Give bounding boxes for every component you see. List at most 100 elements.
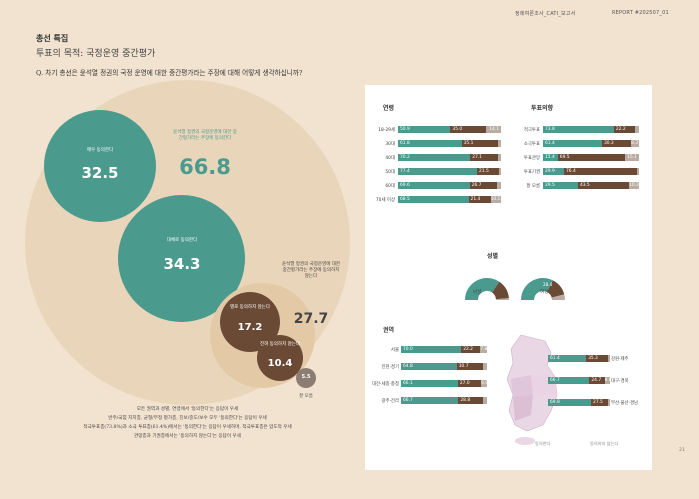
stacked-bar: 61.4 30.3 8.3 (543, 140, 639, 147)
stacked-bar: 64.8 30.7 (401, 363, 487, 370)
footnote: 적극투표층(73.8%)과 소극 투표층(61.4%)에서는 '동의한다'는 응… (83, 425, 292, 430)
section-title: 총선 특집 (36, 34, 69, 43)
report-title: 정례여론조사_CATI_보고서 (515, 11, 576, 17)
strong-disagree-value: 10.4 (267, 358, 293, 369)
disagree-segment: 35.0 (450, 126, 487, 133)
gauge-disagree-arc (492, 281, 509, 300)
stacked-bar: 69.6 26.7 (398, 182, 501, 189)
unknown-value: 5.5 (301, 374, 311, 380)
stacked-bar: 66.724.78.6 (548, 377, 610, 384)
unknown-segment (607, 355, 610, 362)
disagree-segment: 26.7 (469, 182, 498, 189)
stacked-bar: 69.8 27.5 (548, 399, 610, 406)
row-label: 대구·경북 (611, 379, 629, 384)
disagree-segment: 35.1 (461, 140, 498, 147)
gender-chart (465, 278, 565, 300)
unknown-segment (635, 126, 639, 133)
agree-segment: 61.4 (543, 140, 602, 147)
footnote: 반주/국힘 지지층, 균형/부정 평가층, 진보/중도/보수 모두 '동의한다'… (108, 416, 267, 421)
unknown-segment (483, 397, 487, 404)
agree-segment: 61.4 (548, 355, 587, 362)
strong-disagree-label: 전혀 동의하지 않는다 (259, 342, 301, 347)
row-label: 투표기권 (523, 170, 540, 175)
report-number: REPORT #202507_01 (612, 10, 669, 16)
stacked-bar: 66.7 28.8 (401, 397, 487, 404)
stacked-bar: 77.4 21.5 (398, 168, 501, 175)
disagree-segment: 27.5 (591, 399, 608, 406)
age-title: 연령 (383, 105, 395, 112)
disagree-total-value: 27.7 (293, 311, 329, 327)
stacked-bar: 73.8 22.2 (543, 126, 639, 133)
agree-segment: 61.8 (398, 140, 462, 147)
male-label: 남성 (473, 290, 482, 295)
stacked-bar: 61.8 35.1 (398, 140, 501, 147)
unknown-segment: 8.6 (604, 377, 610, 384)
agree-segment: 66.7 (548, 377, 590, 384)
disagree-segment: 69.5 (557, 154, 625, 161)
unknown-segment (637, 168, 639, 175)
page-number: 21 (679, 448, 685, 453)
row-label: 인천·경기 (381, 365, 399, 370)
row-label: 적극투표 (523, 128, 540, 133)
agree-segment: 29.5 (543, 182, 578, 189)
stacked-bar: 29.5 43.5 10.2 (543, 182, 639, 189)
gauge-unknown-arc (551, 294, 565, 300)
agree-segment: 66.7 (401, 397, 459, 404)
stacked-bar: 61.4 35.3 (548, 355, 610, 362)
footnote: 관망층과 기권층에서는 '동의하지 않는다'는 응답이 우세 (133, 434, 242, 439)
row-label: 부산·울산·경남 (611, 401, 639, 406)
gauge-disagree-arc (547, 280, 565, 298)
female-label: 여성 (540, 290, 549, 295)
female-gauge (521, 278, 565, 300)
agree-segment: 69.8 (548, 399, 592, 406)
disagree-segment: 21.4 (468, 196, 491, 203)
survey-question: Q. 차기 총선은 윤석열 정권의 국정 운영에 대한 중간평가라는 주장에 대… (36, 69, 303, 77)
gauge-agree-arc (465, 278, 500, 300)
disagree-segment: 43.5 (577, 182, 630, 189)
agree-segment: 70.2 (398, 154, 471, 161)
agree-segment: 70.0 (401, 346, 462, 353)
row-label: 투표관망 (523, 156, 540, 161)
male-agree-value: 68.9 (512, 278, 522, 283)
gender-title: 성별 (487, 253, 499, 260)
row-label: 강원·제주 (611, 357, 629, 362)
region-title: 권역 (383, 327, 395, 334)
strong-agree-value: 32.5 (81, 164, 119, 182)
row-label: 70세 이상 (375, 198, 395, 203)
page-subtitle: 투표의 목적: 국정운영 중간평가 (36, 49, 156, 59)
unknown-segment: 10.2 (629, 182, 639, 189)
strong-agree-bubble (44, 110, 156, 222)
row-label: 50대 (385, 170, 395, 175)
somewhat-agree-label: 대체로 동의한다 (166, 238, 198, 243)
female-agree-value: 64.8 (604, 274, 614, 279)
agree-segment: 29.9 (543, 168, 565, 175)
male-gauge (465, 278, 509, 300)
breakdown-panel: 연령 투표의향 18-29세 50.9 35.0 14.1 30대 61.8 35.1 40대… (365, 85, 652, 470)
male-disagree-value: 28.4 (543, 282, 553, 287)
agree-segment: 77.4 (398, 168, 478, 175)
agree-segment: 50.9 (398, 126, 451, 133)
somewhat-disagree-label: 별로 동의하지 않는다 (229, 305, 271, 310)
agree-total-label: 윤석열 정권의 국정운영에 대한 중간평가라는 주장에 동의한다 (173, 130, 237, 141)
unknown-segment (497, 182, 501, 189)
agree-segment: 68.5 (398, 196, 469, 203)
female-disagree-value: 26.9 (631, 282, 641, 287)
row-label: 광주·전라 (381, 399, 399, 404)
unknown-label: 잘 모름 (299, 394, 313, 399)
disagree-segment: 22.2 (461, 346, 481, 353)
legend-agree: 동의한다 (535, 441, 551, 446)
row-label: 30대 (385, 142, 395, 147)
agree-segment: 15.4 (543, 154, 558, 161)
stacked-bar: 70.0 22.2 7.8 (401, 346, 487, 353)
gauge-agree-arc (521, 278, 553, 300)
agree-segment: 69.6 (398, 182, 470, 189)
disagree-total-label: 윤석열 정권의 국정운영에 대한 중간평가라는 주장에 동의하지 않는다 (281, 262, 341, 279)
unknown-segment: 14.1 (486, 126, 501, 133)
somewhat-disagree-value: 17.2 (237, 322, 263, 333)
disagree-segment: 21.5 (477, 168, 499, 175)
unknown-segment (497, 140, 501, 147)
disagree-segment: 76.4 (564, 168, 637, 175)
agree-segment: 66.1 (401, 380, 458, 387)
row-label: 40대 (385, 156, 395, 161)
